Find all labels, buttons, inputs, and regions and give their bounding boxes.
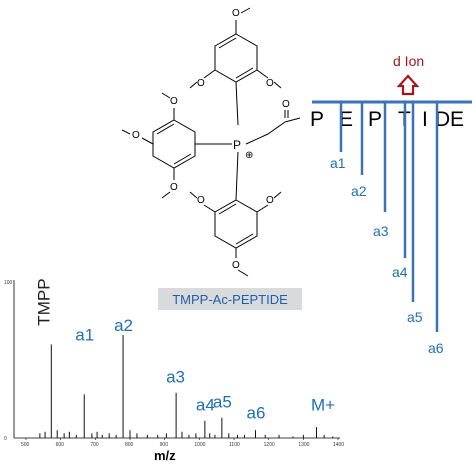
sequence-letter: P [310, 108, 324, 131]
x-tick-labels: 500 600 700 800 900 1000 1100 1200 1300 1400 [21, 438, 344, 448]
d-ion-arrow-icon [396, 74, 420, 96]
phosphonium-charge: ⊕ [245, 150, 253, 161]
peak-label-a6: a6 [246, 403, 265, 422]
y-tick-label: 100 [4, 280, 13, 286]
x-tick-label: 1200 [264, 442, 275, 448]
x-tick-label: 600 [56, 442, 65, 448]
x-tick-label: 1000 [194, 442, 205, 448]
peak-label-a3: a3 [166, 368, 185, 387]
fragment-lines [339, 102, 439, 332]
sequence-letter: E [450, 108, 464, 131]
peak-label-a1: a1 [75, 325, 94, 344]
sequence-letter: D [435, 108, 450, 131]
x-axis-label: m/z [154, 448, 176, 463]
peak-label-tmpp: TMPP [34, 278, 53, 325]
mass-spectrum: 0 100 500 600 700 800 900 1000 1100 1200 1300 1400… [4, 278, 344, 463]
methoxy-o-left-bottom: O [170, 182, 178, 193]
peak-label-a5: a5 [213, 392, 232, 411]
top-aryl-ring [203, 20, 269, 126]
acetyl-arm [245, 110, 301, 145]
x-tick-label: 800 [125, 442, 134, 448]
spectrum-peaks [39, 335, 334, 438]
fragment-label-a5: a5 [407, 309, 423, 325]
left-aryl-ring [141, 108, 232, 180]
fragment-label-a4: a4 [392, 264, 408, 280]
phosphorus-atom: P [233, 138, 241, 152]
y-tick-label: 0 [4, 436, 7, 442]
methoxy-o-top: O [232, 8, 240, 19]
methoxy-o-bottom-right: O [266, 195, 274, 206]
x-tick-label: 1300 [298, 442, 309, 448]
sequence-letter: E [339, 108, 353, 131]
fragment-label-a6: a6 [428, 340, 444, 356]
d-ion-label: d Ion [393, 53, 424, 69]
x-tick-label: 1400 [333, 442, 344, 448]
tmpp-label-box: TMPP-Ac-PEPTIDE [158, 288, 302, 310]
tmpp-molecule: O O O O O O O O O P ⊕ O [121, 7, 301, 277]
methoxy-o-bottom: O [232, 260, 240, 271]
peak-label-a4: a4 [196, 396, 215, 415]
sequence-letter: I [422, 108, 428, 131]
fragment-label-a3: a3 [373, 223, 389, 239]
methoxy-o-bottom-left: O [197, 195, 205, 206]
carbonyl-oxygen: O [282, 99, 290, 110]
x-tick-label: 900 [160, 442, 169, 448]
y-tick-labels: 0 100 [4, 280, 13, 442]
fragment-labels: a1 a2 a3 a4 a5 a6 [330, 155, 444, 356]
fragment-label-a2: a2 [351, 183, 367, 199]
x-tick-label: 1100 [229, 442, 240, 448]
x-tick-label: 500 [21, 442, 30, 448]
peak-label-a2: a2 [114, 316, 133, 335]
methoxy-o-top-right: O [266, 78, 274, 89]
sequence-letter: P [368, 108, 382, 131]
fragment-ladder: PEPTIDE a1 a2 a3 a4 a5 a6 d Ion [310, 53, 472, 356]
x-tick-label: 700 [90, 442, 99, 448]
methoxy-o-left: O [132, 130, 140, 141]
peptide-sequence: PEPTIDE [310, 108, 464, 131]
fragment-label-a1: a1 [330, 155, 346, 171]
peak-label-m-plus: M+ [311, 396, 335, 415]
methoxy-o-left-top: O [170, 96, 178, 107]
bottom-aryl-ring [203, 151, 269, 258]
methoxy-o-top-left: O [197, 78, 205, 89]
